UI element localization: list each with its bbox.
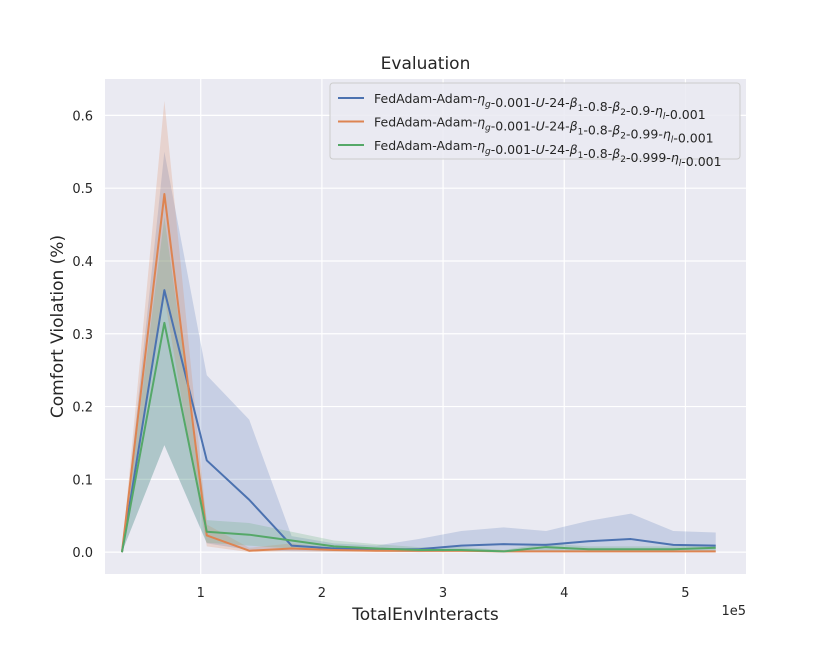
x-tick-label: 1 xyxy=(197,586,205,601)
x-tick-label: 2 xyxy=(318,586,326,601)
x-axis-title: TotalEnvInteracts xyxy=(351,605,499,625)
y-tick-label: 0.3 xyxy=(72,328,93,343)
series-3-line xyxy=(120,321,716,553)
chart-title: Evaluation xyxy=(381,54,471,74)
legend-label: FedAdam-Adam-ηg-0.001-U-24-β1-0.8-β2-0.9… xyxy=(374,138,722,169)
y-axis-title: Comfort Violation (%) xyxy=(48,235,68,418)
y-tick-label: 0.0 xyxy=(72,546,93,561)
y-tick-label: 0.4 xyxy=(72,255,93,270)
plot-area xyxy=(105,79,746,574)
y-tick-label: 0.6 xyxy=(72,109,93,124)
x-tick-label: 3 xyxy=(439,586,447,601)
y-tick-label: 0.1 xyxy=(72,473,93,488)
y-tick-label: 0.2 xyxy=(72,401,93,416)
legend-box xyxy=(329,82,741,160)
legend-label: FedAdam-Adam-ηg-0.001-U-24-β1-0.8-β2-0.9… xyxy=(374,115,714,146)
series-lines xyxy=(120,193,716,553)
legend-label: FedAdam-Adam-ηg-0.001-U-24-β1-0.8-β2-0.9… xyxy=(374,91,706,122)
x-axis-offset-label: 1e5 xyxy=(721,604,746,619)
x-tick-label: 4 xyxy=(560,586,568,601)
y-tick-label: 0.5 xyxy=(72,182,93,197)
x-tick-label: 5 xyxy=(681,586,689,601)
tick-labels: 1 2 3 4 5 0.0 0.1 0.2 0.3 0.4 0.5 0.6 xyxy=(72,109,689,601)
grid-lines xyxy=(105,79,746,574)
legend: FedAdam-Adam-ηg-0.001-U-24-β1-0.8-β2-0.9… xyxy=(329,82,741,169)
